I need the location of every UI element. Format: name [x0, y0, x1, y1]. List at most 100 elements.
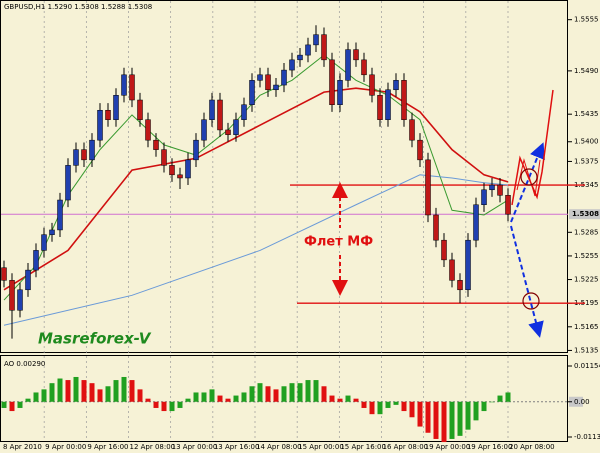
ao-bar [377, 401, 383, 415]
candle-body [113, 95, 119, 120]
ao-bar [65, 380, 71, 402]
candle-body [305, 44, 311, 56]
y-tick-label: 1.5400 [574, 138, 599, 146]
ao-bar [169, 401, 175, 412]
ao-bar [313, 380, 319, 402]
candle-body [321, 34, 327, 61]
candle-body [257, 74, 263, 81]
ao-bar [329, 395, 335, 402]
candle-body [265, 74, 271, 91]
candle-body [209, 99, 215, 120]
candle-body [489, 184, 495, 191]
ao-bar [9, 401, 15, 412]
ao-label: AO 0.00290 [4, 360, 45, 368]
ao-bar [497, 395, 503, 402]
x-tick-label: 16 Apr 08:00 [383, 443, 429, 451]
ao-bar [401, 401, 407, 412]
candle-body [9, 280, 15, 311]
ao-bar [217, 395, 223, 402]
candle-body [249, 80, 255, 105]
candle-body [33, 250, 39, 271]
x-tick-label: 9 Apr 00:00 [45, 443, 86, 451]
y-tick-label: 1.5435 [574, 110, 599, 118]
candle-body [377, 95, 383, 120]
ao-bar [385, 401, 391, 408]
ao-bar [105, 386, 111, 402]
candle-body [105, 109, 111, 120]
candle-body [505, 195, 511, 215]
forecast-arrow-down [510, 225, 544, 338]
ao-bar [81, 380, 87, 402]
candle-body [433, 214, 439, 241]
candle-body [57, 199, 63, 231]
x-tick-label: 9 Apr 16:00 [87, 443, 128, 451]
x-tick-label: 14 Apr 08:00 [256, 443, 302, 451]
y-tick-label: 0.00 [574, 398, 590, 406]
ao-bar [337, 398, 343, 402]
candle-body [233, 119, 239, 135]
ao-bar [185, 398, 191, 402]
candle-body [481, 189, 487, 205]
ao-bar [505, 392, 511, 402]
ao-bar [289, 383, 295, 402]
x-tick-label: 13 Apr 00:00 [172, 443, 218, 451]
y-tick-label: 1.5195 [574, 299, 599, 307]
candle-body [97, 109, 103, 141]
ao-bar [161, 401, 167, 412]
ao-bar [145, 398, 151, 402]
x-tick-label: 19 Apr 16:00 [467, 443, 513, 451]
x-tick-label: 15 Apr 16:00 [340, 443, 386, 451]
ao-bar [465, 401, 471, 430]
candle-body [65, 165, 71, 201]
ao-bar [297, 383, 303, 402]
target-circle [520, 168, 538, 186]
y-tick-label: 1.5490 [574, 67, 599, 75]
ao-bar [449, 401, 455, 439]
candle-body [73, 149, 79, 166]
y-tick-label: 1.5225 [574, 276, 599, 284]
forecast-zigzag [511, 89, 554, 206]
candle-body [369, 74, 375, 96]
x-tick-label: 8 Apr 2010 [3, 443, 42, 451]
candle-body [169, 165, 175, 176]
ao-bar [457, 401, 463, 436]
candle-body [361, 59, 367, 76]
candle-body [393, 80, 399, 91]
ao-bar [129, 380, 135, 402]
ao-bar [257, 383, 263, 402]
y-tick-label: 1.5255 [574, 252, 599, 260]
candle-body [161, 149, 167, 166]
candle-body [273, 84, 279, 91]
candle-body [449, 259, 455, 281]
ao-bar [201, 392, 207, 402]
annotation: Флет МФ [304, 235, 373, 250]
candle-body [137, 99, 143, 120]
moving-average [3, 174, 509, 326]
candle-body [1, 267, 7, 281]
x-tick-label: 12 Apr 08:00 [130, 443, 176, 451]
ao-bar [273, 389, 279, 402]
ao-bar [49, 383, 55, 402]
x-tick-label: 15 Apr 00:00 [298, 443, 344, 451]
candle-body [345, 49, 351, 81]
ao-bar [1, 401, 7, 408]
candle-body [185, 159, 191, 179]
ao-bar [481, 401, 487, 412]
ao-bar [433, 401, 439, 439]
candle-body [49, 229, 55, 235]
candle-body [289, 59, 295, 71]
ao-bar [177, 401, 183, 408]
y-tick-label: 1.5345 [574, 181, 599, 189]
ao-frame [0, 355, 568, 442]
x-tick-label: 20 Apr 08:00 [509, 443, 555, 451]
ao-bar [361, 401, 367, 408]
y-tick-label: 1.5165 [574, 323, 599, 331]
annotation: Masreforex-V [38, 330, 152, 348]
ao-bar [265, 386, 271, 402]
candle-body [497, 184, 503, 196]
candle-body [177, 174, 183, 179]
ao-bar [281, 386, 287, 402]
